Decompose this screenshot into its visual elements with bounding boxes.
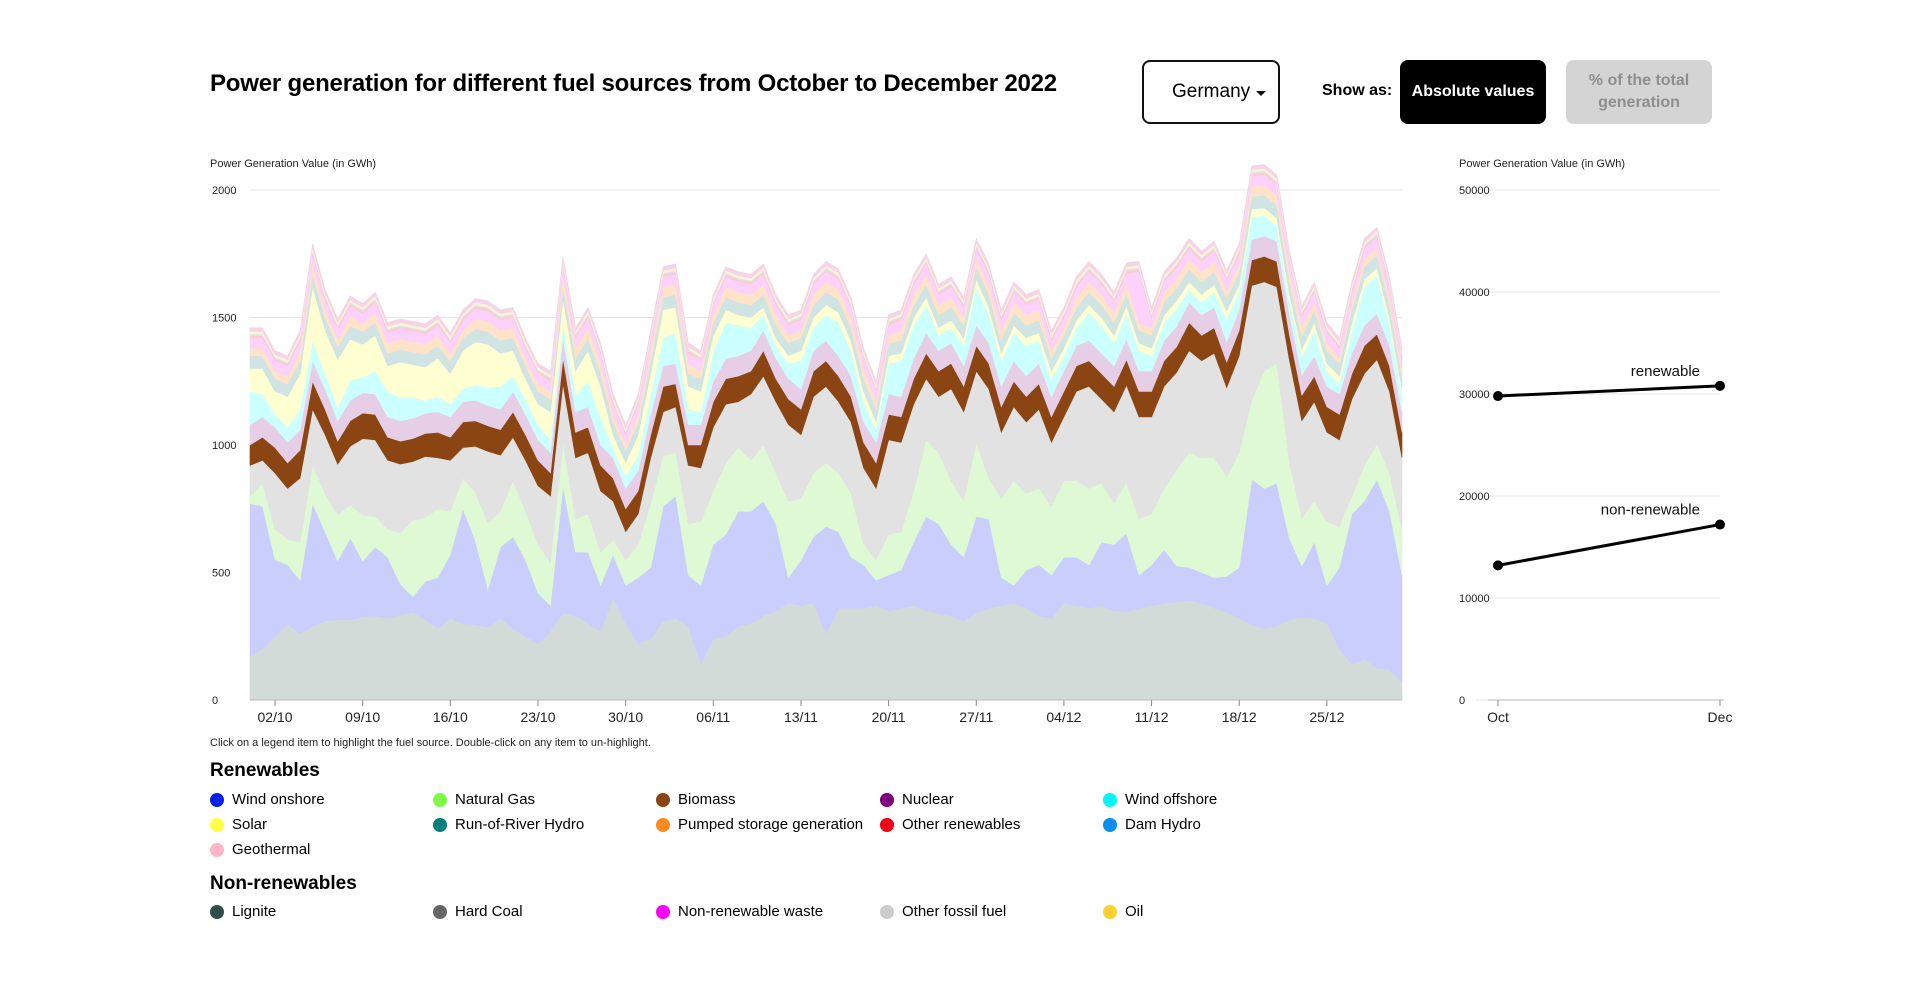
legend-label: Lignite (232, 903, 277, 920)
legend-item-pumped-storage-generation[interactable]: Pumped storage generation (656, 816, 863, 833)
line-renewable[interactable] (1497, 384, 1721, 398)
legend-label: Biomass (678, 791, 736, 808)
series-label-renewable: renewable (1631, 363, 1700, 380)
chevron-down-icon (1256, 91, 1266, 96)
legend-swatch (656, 792, 670, 807)
series-label-non-renewable: non-renewable (1601, 502, 1700, 519)
show-as-label: Show as: (1322, 82, 1393, 99)
stacked-area-chart: Power Generation Value (in GWh) 0 500 1000 1… (210, 158, 1403, 725)
side-x-tick-label: Oct (1487, 709, 1509, 725)
absolute-values-button[interactable]: Absolute values (1400, 60, 1546, 124)
totals-line-chart: Power Generation Value (in GWh) 0 10000 200… (1459, 158, 1732, 725)
percent-total-button[interactable]: % of the total generation (1566, 60, 1712, 124)
main-x-tick-label: 02/10 (258, 709, 293, 725)
main-x-tick-label: 11/12 (1135, 709, 1169, 725)
page-title: Power generation for different fuel sour… (210, 70, 1057, 97)
legend-item-biomass[interactable]: Biomass (656, 791, 736, 808)
legend-label: Hard Coal (455, 903, 523, 920)
point-renewable[interactable] (1493, 391, 1503, 402)
main-x-tick-label: 30/10 (608, 709, 643, 725)
legend-label: Wind offshore (1125, 791, 1218, 808)
legend-swatch (656, 904, 670, 919)
legend-item-nuclear[interactable]: Nuclear (880, 791, 954, 808)
legend-swatch (210, 904, 224, 919)
main-y-tick-label: 2000 (212, 185, 236, 197)
legend-swatch (1103, 792, 1117, 807)
legend-label: Dam Hydro (1125, 816, 1201, 833)
legend-item-dam-hydro[interactable]: Dam Hydro (1103, 816, 1201, 833)
side-y-tick-label: 10000 (1459, 593, 1490, 605)
legend-item-non-renewable-waste[interactable]: Non-renewable waste (656, 903, 823, 920)
legend-swatch (880, 817, 894, 832)
side-y-tick-label: 20000 (1459, 491, 1490, 503)
main-x-tick-label: 27/11 (959, 709, 993, 725)
legend-swatch (880, 792, 894, 807)
main-x-tick-label: 20/11 (872, 709, 906, 725)
legend-swatch (1103, 904, 1117, 919)
line-non-renewable[interactable] (1497, 523, 1721, 567)
legend-item-run-of-river-hydro[interactable]: Run-of-River Hydro (433, 816, 584, 833)
legend-swatch (433, 904, 447, 919)
legend-item-other-renewables[interactable]: Other renewables (880, 816, 1020, 833)
legend-hint: Click on a legend item to highlight the … (210, 737, 651, 749)
nonrenewables-heading: Non-renewables (210, 873, 357, 894)
country-select-value: Germany (1172, 81, 1251, 102)
legend-item-wind-onshore[interactable]: Wind onshore (210, 791, 325, 808)
side-y-tick-label: 50000 (1459, 185, 1490, 197)
legend-label: Run-of-River Hydro (455, 816, 585, 833)
side-y-axis-label: Power Generation Value (in GWh) (1459, 158, 1625, 170)
legend-item-other-fossil-fuel[interactable]: Other fossil fuel (880, 903, 1006, 920)
country-select[interactable]: Germany (1142, 60, 1280, 124)
legend-label: Oil (1125, 903, 1144, 920)
side-y-tick-label: 0 (1459, 695, 1465, 707)
main-y-tick-label: 500 (212, 568, 230, 580)
point-non-renewable[interactable] (1715, 519, 1725, 530)
legend-swatch (656, 817, 670, 832)
main-x-tick-label: 23/10 (520, 709, 555, 725)
legend-item-wind-offshore[interactable]: Wind offshore (1103, 791, 1217, 808)
main-x-tick-label: 16/10 (433, 709, 468, 725)
legend-item-natural-gas[interactable]: Natural Gas (433, 791, 535, 808)
legend-swatch (210, 842, 224, 857)
legend-label: Geothermal (232, 841, 311, 858)
point-non-renewable[interactable] (1493, 560, 1503, 571)
main-x-tick-label: 06/11 (696, 709, 730, 725)
legend-label: Other fossil fuel (902, 903, 1007, 920)
legend-item-hard-coal[interactable]: Hard Coal (433, 903, 523, 920)
legend-swatch (210, 817, 224, 832)
legend-label: Pumped storage generation (678, 816, 864, 833)
main-x-tick-label: 04/12 (1046, 709, 1081, 725)
main-y-tick-label: 0 (212, 695, 218, 707)
main-y-tick-label: 1000 (212, 440, 236, 452)
main-x-tick-label: 25/12 (1309, 709, 1344, 725)
renewables-heading: Renewables (210, 760, 320, 781)
legend-item-lignite[interactable]: Lignite (210, 903, 276, 920)
legend-swatch (1103, 817, 1117, 832)
legend-swatch (210, 792, 224, 807)
main-y-axis-label: Power Generation Value (in GWh) (210, 158, 376, 170)
main-x-tick-label: 13/11 (784, 709, 818, 725)
legend-label: Wind onshore (232, 791, 325, 808)
main-x-tick-label: 18/12 (1222, 709, 1257, 725)
side-y-tick-label: 40000 (1459, 287, 1490, 299)
legend-label: Natural Gas (455, 791, 536, 808)
main-y-tick-label: 1500 (212, 313, 236, 325)
point-renewable[interactable] (1715, 380, 1725, 391)
legend-swatch (880, 904, 894, 919)
area-geothermal[interactable] (249, 164, 1403, 430)
legend-item-solar[interactable]: Solar (210, 816, 267, 833)
legend-label: Solar (232, 816, 268, 833)
legend-item-geothermal[interactable]: Geothermal (210, 841, 310, 858)
side-x-tick-label: Dec (1708, 709, 1733, 725)
legend-swatch (433, 817, 447, 832)
legend-label: Non-renewable waste (678, 903, 824, 920)
side-y-tick-label: 30000 (1459, 389, 1490, 401)
legend-label: Nuclear (902, 791, 954, 808)
legend-swatch (433, 792, 447, 807)
legend-item-oil[interactable]: Oil (1103, 903, 1143, 920)
main-x-tick-label: 09/10 (345, 709, 380, 725)
legend-label: Other renewables (902, 816, 1021, 833)
